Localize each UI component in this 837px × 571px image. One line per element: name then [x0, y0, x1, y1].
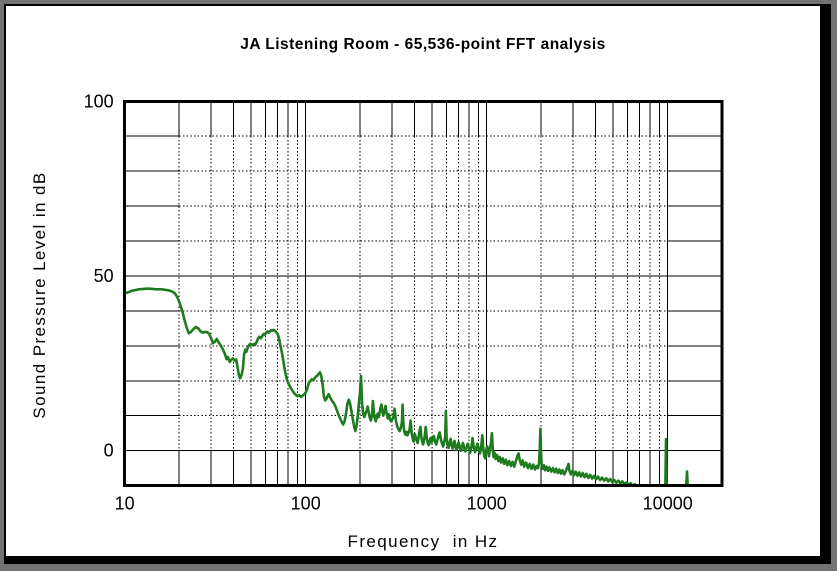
y-tick-label: 100	[84, 91, 114, 111]
y-axis-label: Sound Pressure Level in dB	[30, 171, 49, 418]
tick-labels: 10 100 1000 10000 0 50 100	[84, 91, 693, 513]
x-tick-label: 10000	[643, 494, 693, 514]
plot-border	[123, 99, 724, 488]
x-tick-label: 1000	[467, 494, 507, 514]
spectrum-curve-layer	[124, 287, 690, 486]
x-tick-label: 100	[291, 494, 321, 514]
plot-border-layer	[123, 99, 724, 488]
y-tick-label: 50	[94, 266, 114, 286]
window-content-background	[6, 6, 820, 556]
y-tick-label: 0	[104, 441, 114, 461]
x-tick-label: 10	[115, 494, 135, 514]
chart-title: JA Listening Room - 65,536-point FFT ana…	[240, 36, 606, 53]
gridlines	[124, 101, 723, 486]
x-axis-label: Frequency in Hz	[348, 532, 499, 551]
room-noise-spectrum-curve	[124, 287, 690, 486]
